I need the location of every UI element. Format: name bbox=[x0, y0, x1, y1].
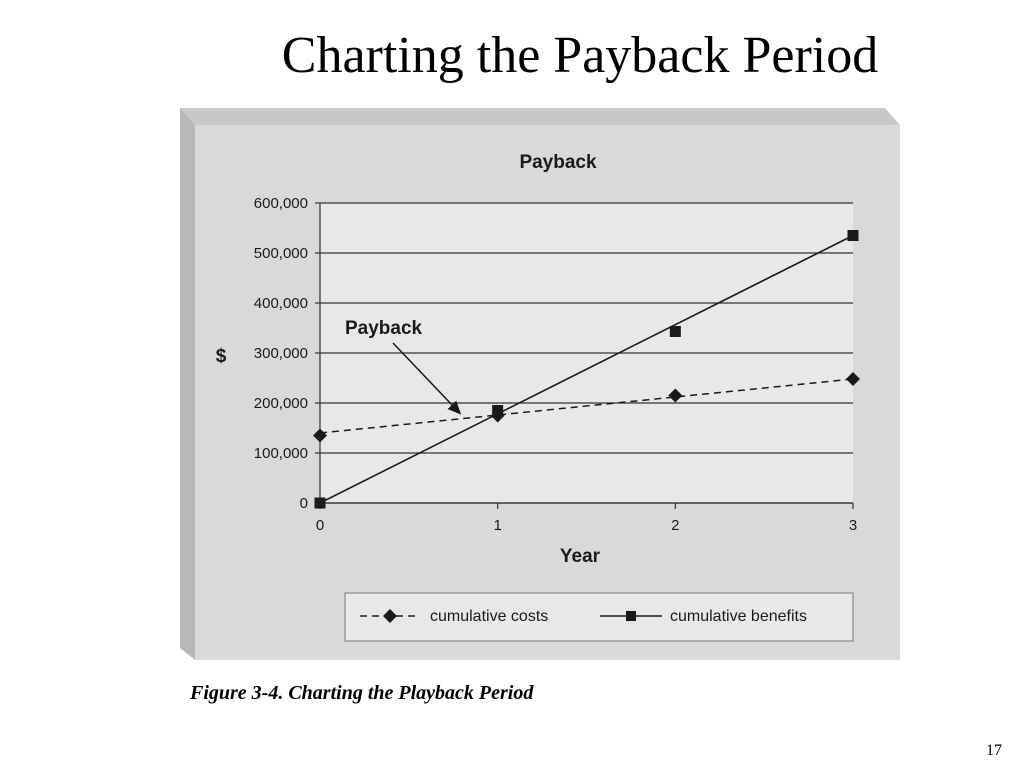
payback-annotation-label: Payback bbox=[345, 318, 423, 339]
y-tick-label: 200,000 bbox=[254, 395, 308, 412]
legend-benefits-label: cumulative benefits bbox=[670, 608, 807, 625]
benefit-point bbox=[314, 497, 326, 509]
cost-point bbox=[668, 388, 683, 403]
chart-panel-top bbox=[180, 108, 900, 125]
cost-point bbox=[846, 372, 860, 386]
benefit-point bbox=[847, 230, 859, 241]
legend-costs-marker bbox=[383, 609, 397, 623]
payback-annotation-arrow bbox=[392, 342, 462, 415]
slide-number: 17 bbox=[986, 742, 1002, 759]
chart-panel-side bbox=[180, 108, 195, 660]
y-tick-label: 100,000 bbox=[254, 445, 308, 462]
benefit-point bbox=[492, 405, 504, 416]
y-tick-label: 300,000 bbox=[254, 345, 308, 362]
x-tick-label: 2 bbox=[671, 517, 679, 534]
x-axis-label: Year bbox=[560, 546, 601, 567]
slide-title: Charting the Payback Period bbox=[281, 27, 879, 84]
x-tick-label: 0 bbox=[316, 517, 324, 534]
y-tick-label: 400,000 bbox=[254, 295, 308, 312]
y-tick-label: 0 bbox=[300, 495, 308, 512]
benefits-trendline bbox=[319, 234, 854, 504]
costs-trendline bbox=[319, 378, 854, 434]
legend-benefits-marker bbox=[626, 611, 636, 621]
x-tick-label: 3 bbox=[849, 517, 857, 534]
cost-point bbox=[313, 428, 327, 443]
y-tick-label: 600,000 bbox=[254, 195, 308, 212]
legend-costs-label: cumulative costs bbox=[430, 608, 548, 625]
figure-caption: Figure 3-4. Charting the Playback Period bbox=[190, 682, 534, 704]
y-axis-label: $ bbox=[216, 346, 227, 367]
chart-title: Payback bbox=[519, 152, 597, 173]
benefit-point bbox=[669, 326, 681, 337]
y-tick-label: 500,000 bbox=[254, 245, 308, 262]
x-tick-label: 1 bbox=[493, 517, 501, 534]
legend-box bbox=[344, 592, 854, 642]
